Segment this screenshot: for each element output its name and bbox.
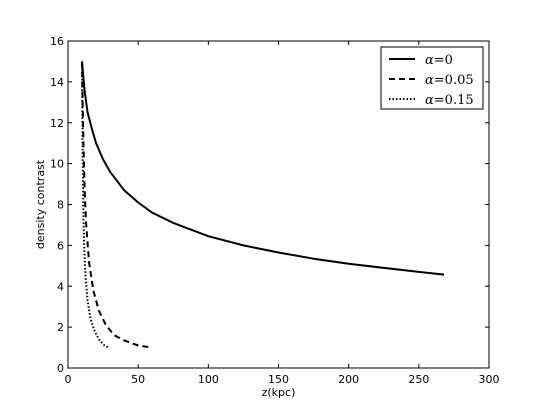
y-tick-labels: 0 2 4 6 8 10 12 14 16 xyxy=(50,35,64,375)
y-axis-label: density contrast xyxy=(34,159,47,249)
legend: α=0 α=0.05 α=0.15 xyxy=(380,46,484,110)
y-tick-label-3: 6 xyxy=(57,239,64,252)
y-tick-label-2: 4 xyxy=(57,280,64,293)
legend-label-2: α=0.15 xyxy=(425,93,474,108)
y-tick-label-7: 14 xyxy=(50,76,64,89)
y-tick-label-5: 10 xyxy=(50,158,64,171)
y-tick-label-1: 2 xyxy=(57,321,64,334)
y-tick-label-6: 12 xyxy=(50,117,64,130)
x-tick-label-1: 50 xyxy=(131,373,145,386)
series-lines xyxy=(81,61,445,349)
x-tick-label-0: 0 xyxy=(65,373,72,386)
x-tick-label-3: 150 xyxy=(268,373,289,386)
x-tick-label-6: 300 xyxy=(479,373,500,386)
series-line-2 xyxy=(81,61,110,349)
x-tick-label-5: 250 xyxy=(408,373,429,386)
axis-ticks xyxy=(67,40,490,369)
x-tick-label-4: 200 xyxy=(338,373,359,386)
series-line-0 xyxy=(81,61,445,276)
y-tick-label-0: 0 xyxy=(57,362,64,375)
x-tick-label-2: 100 xyxy=(198,373,219,386)
legend-label-0: α=0 xyxy=(425,53,453,68)
x-axis-label: z(kpc) xyxy=(262,386,296,399)
legend-label-1: α=0.05 xyxy=(425,73,474,88)
series-line-1 xyxy=(81,61,153,349)
y-tick-label-4: 8 xyxy=(57,199,64,212)
y-tick-label-8: 16 xyxy=(50,35,64,48)
legend-box xyxy=(380,46,484,110)
x-tick-labels: 0 50 100 150 200 250 300 xyxy=(65,373,500,386)
